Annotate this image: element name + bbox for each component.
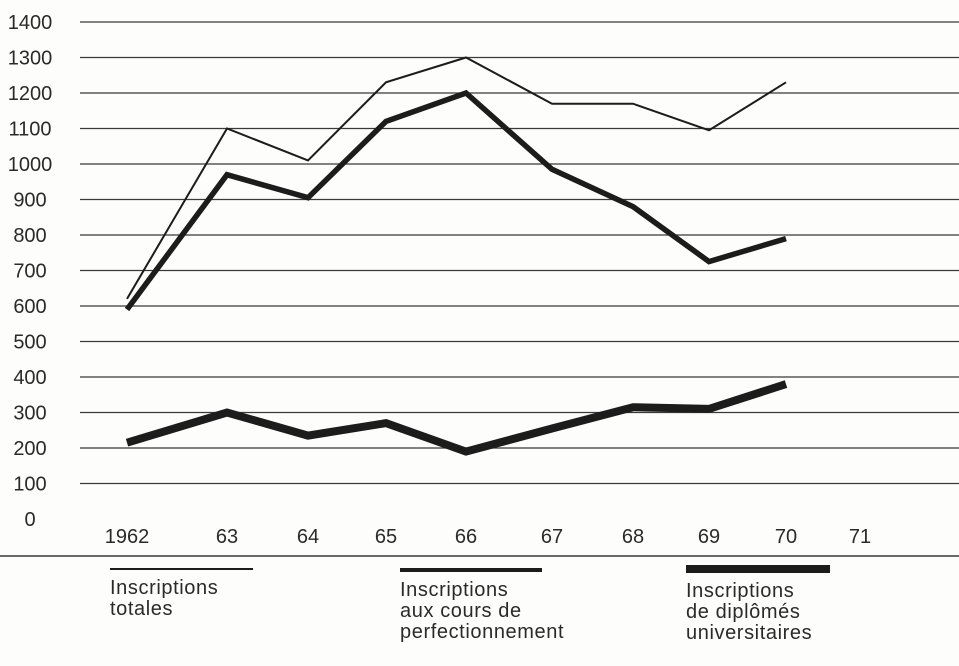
y-axis-ticks: 0 100 200 300 400 500 600 700 800 900 1000 1100 1200… bbox=[8, 12, 53, 531]
x-tick-label: 68 bbox=[622, 526, 644, 548]
x-tick-label: 66 bbox=[455, 526, 477, 548]
x-tick-label: 1962 bbox=[105, 526, 150, 548]
y-tick-label: 1200 bbox=[8, 83, 53, 105]
series-line-thin bbox=[126, 56, 787, 300]
x-tick-label: 65 bbox=[375, 526, 397, 548]
y-tick-label: 800 bbox=[13, 225, 46, 247]
y-tick-label: 1100 bbox=[8, 119, 51, 141]
x-axis-ticks: 1962 63 64 65 66 67 68 69 70 71 bbox=[105, 526, 871, 548]
legend-label-diplomes: Inscriptions de diplômés universitaires bbox=[686, 580, 813, 644]
x-tick-label: 64 bbox=[297, 526, 319, 548]
y-tick-label: 100 bbox=[13, 474, 46, 496]
y-tick-label: 500 bbox=[13, 332, 46, 354]
legend-swatch-thick bbox=[686, 565, 830, 573]
y-tick-label: 600 bbox=[13, 296, 46, 318]
legend-item-totales: Inscriptions totales bbox=[110, 568, 253, 620]
legend-label-perfectionnement: Inscriptions aux cours de perfectionneme… bbox=[400, 579, 565, 643]
y-tick-label: 300 bbox=[13, 403, 46, 425]
x-tick-label: 69 bbox=[698, 526, 720, 548]
series-line-medium bbox=[124, 89, 787, 312]
y-tick-label: 0 bbox=[24, 509, 35, 531]
legend-swatch-thin bbox=[110, 568, 253, 570]
y-tick-label: 900 bbox=[13, 190, 46, 212]
x-tick-label: 67 bbox=[541, 526, 563, 548]
legend-item-perfectionnement: Inscriptions aux cours de perfectionneme… bbox=[400, 568, 564, 643]
x-tick-label: 71 bbox=[849, 526, 871, 548]
y-tick-label: 1300 bbox=[8, 48, 53, 70]
legend-label-totales: Inscriptions totales bbox=[110, 577, 219, 620]
x-tick-label: 70 bbox=[775, 526, 797, 548]
y-tick-label: 700 bbox=[13, 261, 46, 283]
series-lines bbox=[124, 56, 788, 456]
y-tick-label: 1400 bbox=[8, 12, 53, 34]
legend-item-diplomes: Inscriptions de diplômés universitaires bbox=[686, 565, 830, 644]
x-tick-label: 63 bbox=[216, 526, 238, 548]
y-tick-label: 400 bbox=[13, 367, 46, 389]
legend-swatch-medium bbox=[400, 568, 542, 572]
y-tick-label: 200 bbox=[13, 438, 46, 460]
series-line-thick bbox=[125, 380, 788, 456]
y-tick-label: 1000 bbox=[8, 154, 53, 176]
